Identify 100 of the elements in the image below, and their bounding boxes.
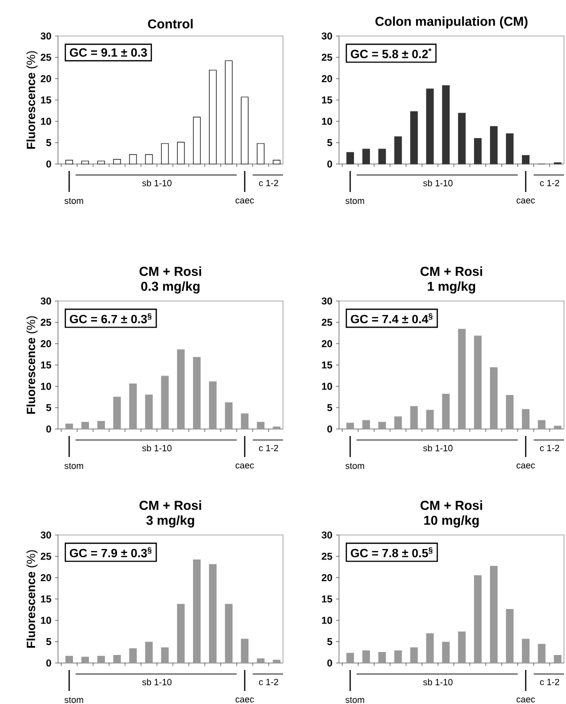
bar bbox=[490, 566, 498, 664]
bar bbox=[240, 413, 249, 430]
y-tick-label: 25 bbox=[322, 552, 332, 560]
text: caec bbox=[236, 464, 254, 468]
text: c 1-2 bbox=[259, 678, 278, 686]
bar bbox=[474, 575, 482, 664]
text: sb 1-10 bbox=[423, 444, 453, 452]
bar bbox=[554, 655, 562, 664]
bar bbox=[506, 133, 514, 164]
y-tick-label: 30 bbox=[40, 297, 52, 305]
text: sb 1-10 bbox=[142, 444, 172, 452]
bar bbox=[538, 644, 546, 664]
text: c 1-2 bbox=[259, 180, 278, 186]
bar bbox=[81, 422, 89, 430]
chart-subtitle: 10 mg/kg bbox=[424, 515, 479, 528]
y-tick-label: 0 bbox=[327, 659, 332, 667]
annotation: GC = 9.1 ± 0.3 bbox=[70, 48, 147, 57]
annotation: GC = 5.8 ± 0.2$^{*}$ bbox=[350, 48, 432, 58]
bar bbox=[362, 148, 370, 164]
y-tick-label: 25 bbox=[322, 318, 332, 326]
bar bbox=[161, 376, 169, 430]
y-tick-label: 15 bbox=[41, 96, 52, 104]
y-tick-label: 5 bbox=[46, 404, 52, 412]
bar bbox=[458, 328, 466, 430]
text: c 1-2 bbox=[259, 444, 278, 452]
y-tick-label: 30 bbox=[322, 32, 332, 40]
y-tick-label: 5 bbox=[327, 638, 332, 646]
bar bbox=[161, 647, 169, 664]
bar bbox=[224, 604, 233, 664]
y-tick-label: 25 bbox=[40, 54, 52, 61]
bar bbox=[426, 88, 434, 164]
bar bbox=[506, 608, 514, 664]
text: c 1-2 bbox=[540, 444, 560, 452]
text: caec bbox=[516, 464, 535, 468]
y-tick-label: 0 bbox=[327, 160, 332, 168]
bar bbox=[394, 416, 402, 430]
bar bbox=[272, 426, 280, 430]
text: c 1-2 bbox=[540, 678, 560, 686]
text: stom bbox=[345, 198, 364, 204]
bar bbox=[442, 642, 450, 664]
y-tick-label: 20 bbox=[322, 340, 332, 348]
bar bbox=[224, 402, 233, 430]
bar bbox=[145, 394, 153, 430]
annotation: GC = 7.8 ± 0.5$^{§}$ bbox=[350, 547, 432, 558]
annotation: GC = 7.9 ± 0.3$^{§}$ bbox=[70, 547, 152, 558]
bar bbox=[193, 559, 201, 664]
y-tick-label: 0 bbox=[46, 425, 52, 433]
bar bbox=[394, 650, 402, 664]
bar bbox=[177, 604, 185, 664]
chart-title: CM + Rosi bbox=[420, 266, 482, 276]
text: stom bbox=[64, 697, 84, 703]
bar bbox=[522, 409, 530, 430]
bar bbox=[442, 394, 450, 430]
bar bbox=[346, 152, 354, 164]
bar bbox=[362, 420, 370, 430]
bar bbox=[65, 656, 73, 664]
y-tick-label: 0 bbox=[46, 659, 52, 667]
chart-subtitle: 3 mg/kg bbox=[146, 515, 194, 528]
bar bbox=[490, 367, 498, 430]
y-tick-label: 10 bbox=[322, 616, 332, 624]
bar bbox=[113, 396, 121, 430]
bar bbox=[113, 655, 121, 664]
y-tick-label: 0 bbox=[327, 425, 332, 433]
y-tick-label: 10 bbox=[41, 616, 52, 624]
y-axis-title: Fluorescence (%) bbox=[26, 51, 38, 149]
bar bbox=[442, 85, 450, 164]
bar bbox=[378, 148, 386, 164]
y-tick-label: 25 bbox=[322, 54, 332, 61]
bar bbox=[506, 394, 514, 430]
chart-title: Control bbox=[148, 18, 193, 28]
bar bbox=[410, 111, 418, 164]
bar bbox=[97, 421, 105, 430]
text: caec bbox=[236, 198, 254, 204]
bar bbox=[458, 112, 466, 164]
y-tick-label: 10 bbox=[322, 118, 332, 125]
bar bbox=[458, 632, 466, 664]
chart-subtitle: 0.3 mg/kg bbox=[141, 281, 200, 294]
y-tick-label: 30 bbox=[322, 297, 332, 305]
bar bbox=[272, 660, 280, 664]
bar bbox=[129, 648, 137, 664]
y-axis-title: Fluorescence (%) bbox=[26, 316, 38, 414]
y-tick-label: 15 bbox=[322, 596, 332, 602]
y-tick-label: 25 bbox=[40, 318, 52, 326]
text: stom bbox=[64, 198, 84, 204]
bar bbox=[65, 424, 73, 430]
chart-title: CM + Rosi bbox=[140, 500, 202, 510]
y-tick-label: 5 bbox=[327, 404, 332, 412]
y-tick-label: 15 bbox=[41, 596, 52, 602]
bar bbox=[81, 656, 89, 664]
y-tick-label: 20 bbox=[322, 75, 332, 82]
chart-title: CM + Rosi bbox=[420, 500, 482, 510]
bar bbox=[522, 155, 530, 164]
text: sb 1-10 bbox=[423, 678, 453, 686]
y-tick-label: 5 bbox=[327, 139, 332, 146]
y-tick-label: 10 bbox=[322, 382, 332, 390]
text: sb 1-10 bbox=[142, 678, 172, 686]
chart-subtitle: 1 mg/kg bbox=[428, 281, 476, 294]
bar bbox=[426, 633, 434, 664]
bar bbox=[256, 422, 264, 430]
chart-title: CM + Rosi bbox=[140, 266, 202, 276]
